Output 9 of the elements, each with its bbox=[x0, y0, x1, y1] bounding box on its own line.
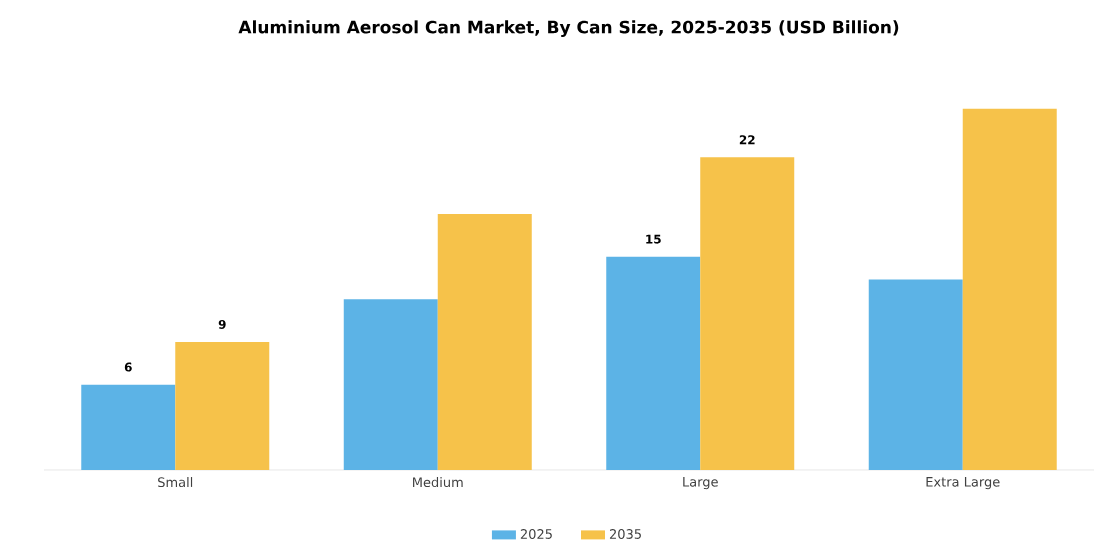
bar bbox=[343, 299, 438, 470]
bar bbox=[606, 256, 701, 470]
bar bbox=[868, 279, 963, 470]
bar bbox=[962, 108, 1057, 470]
bar bbox=[700, 157, 795, 470]
bar bbox=[81, 384, 176, 470]
bar bbox=[437, 214, 532, 470]
bar bbox=[175, 342, 270, 470]
chart-title: Aluminium Aerosol Can Market, By Can Size, 2025-2035 (USD Billion) bbox=[238, 20, 899, 37]
